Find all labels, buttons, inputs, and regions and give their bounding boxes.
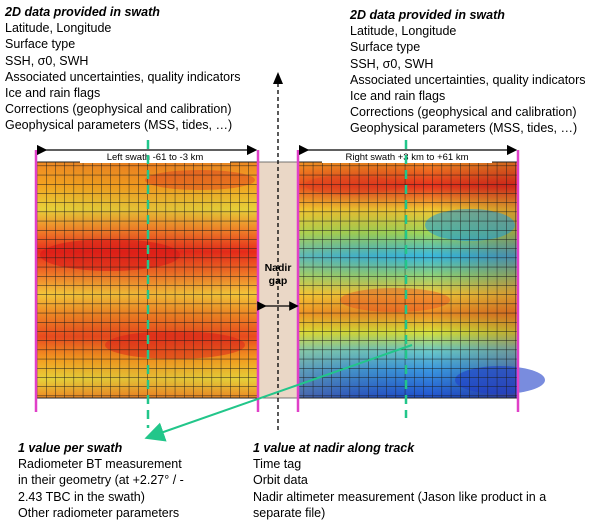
swath-edge-markers <box>34 150 520 412</box>
nadir-gap-label-line1: Nadir <box>264 262 292 274</box>
bottom-left-item: in their geometry (at +2.27° / - <box>18 473 184 488</box>
top-right-item: Surface type <box>350 40 421 55</box>
bottom-left-item: Radiometer BT measurement <box>18 457 182 472</box>
nadir-gap-label-line2: gap <box>268 275 288 287</box>
bottom-left-radiometer-list: 1 value per swath Radiometer BT measurem… <box>18 440 184 521</box>
top-left-swath-data-list: 2D data provided in swath Latitude, Long… <box>5 4 241 134</box>
top-left-item: Surface type <box>5 37 76 52</box>
bottom-right-item: Orbit data <box>253 473 308 488</box>
left-swath-label: Left swath -61 to -3 km <box>107 152 204 163</box>
bottom-left-item: 2.43 TBC in the swath) <box>18 489 145 504</box>
top-right-item: Associated uncertainties, quality indica… <box>350 72 586 87</box>
top-right-item: Geophysical parameters (MSS, tides, …) <box>350 121 578 136</box>
top-left-heading: 2D data provided in swath <box>5 5 160 19</box>
top-left-item: Ice and rain flags <box>5 86 101 101</box>
nadir-gap-label: Nadir gap <box>260 262 296 288</box>
radiometer-pointer-arrow <box>144 344 413 442</box>
top-right-item: SSH, σ0, SWH <box>350 56 434 71</box>
top-left-item: Associated uncertainties, quality indica… <box>5 69 241 84</box>
right-swath <box>297 161 545 399</box>
bottom-left-heading: 1 value per swath <box>18 441 123 455</box>
top-left-item: SSH, σ0, SWH <box>5 53 89 68</box>
bottom-left-item: Other radiometer parameters <box>18 505 180 520</box>
radiometer-lines <box>146 140 408 428</box>
top-right-swath-data-list: 2D data provided in swath Latitude, Long… <box>350 7 586 137</box>
top-right-item: Ice and rain flags <box>350 89 446 104</box>
top-left-item: Latitude, Longitude <box>5 21 112 36</box>
left-swath-label-bg <box>80 151 230 163</box>
top-right-item: Corrections (geophysical and calibration… <box>350 105 577 120</box>
nadir-track-arrow <box>273 72 283 430</box>
bottom-right-item: separate file) <box>253 505 326 520</box>
bottom-right-item: Nadir altimeter measurement (Jason like … <box>253 489 547 504</box>
top-right-heading: 2D data provided in swath <box>350 8 505 22</box>
top-left-item: Corrections (geophysical and calibration… <box>5 102 232 117</box>
top-right-item: Latitude, Longitude <box>350 24 457 39</box>
bottom-right-nadir-list: 1 value at nadir along track Time tag Or… <box>253 440 546 521</box>
bottom-right-heading: 1 value at nadir along track <box>253 441 415 455</box>
top-left-item: Geophysical parameters (MSS, tides, …) <box>5 118 233 133</box>
bottom-right-item: Time tag <box>253 457 302 472</box>
